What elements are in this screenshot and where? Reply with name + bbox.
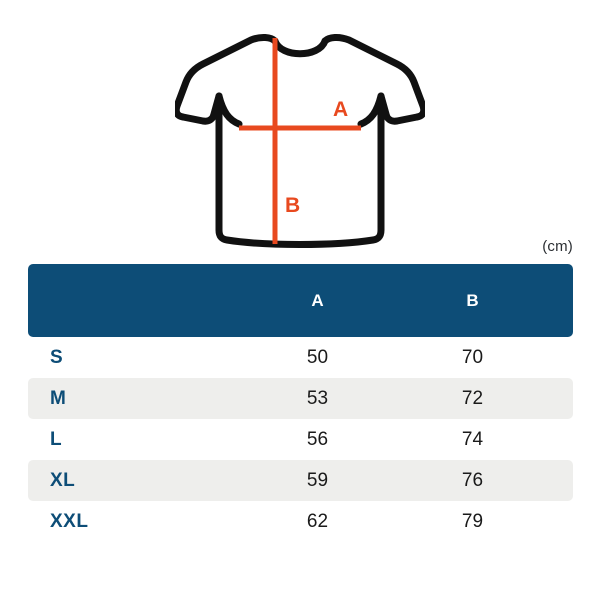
cell-b: 74 <box>461 428 484 450</box>
cell-a: 56 <box>306 428 329 450</box>
cell-size: XL <box>50 469 76 491</box>
cell-size: L <box>50 428 63 450</box>
table-row: M 53 72 <box>28 378 573 419</box>
cell-a: 59 <box>306 469 329 491</box>
table-row: XXL 62 79 <box>28 501 573 542</box>
header-cell-a: A <box>311 290 324 310</box>
cell-a: 62 <box>306 510 329 532</box>
cell-a: 53 <box>306 387 329 409</box>
cell-b: 79 <box>461 510 484 532</box>
marker-label-b: B <box>285 194 300 217</box>
unit-label: (cm) <box>542 238 573 255</box>
header-cell-b: B <box>466 290 479 310</box>
t-shirt-outline <box>175 34 425 248</box>
marker-label-a: A <box>333 98 348 121</box>
table-header-row: A B <box>28 264 573 337</box>
cell-size: S <box>50 346 64 368</box>
table-row: S 50 70 <box>28 337 573 378</box>
measure-lines <box>239 38 361 244</box>
cell-b: 70 <box>461 346 484 368</box>
t-shirt-diagram: A B <box>175 34 425 248</box>
size-chart-table: A B S 50 70 M 53 72 L 56 74 XL 59 76 XXL… <box>28 264 573 542</box>
cell-size: M <box>50 387 67 409</box>
cell-b: 72 <box>461 387 484 409</box>
table-row: L 56 74 <box>28 419 573 460</box>
illustration-area: A B <box>0 0 600 258</box>
table-row: XL 59 76 <box>28 460 573 501</box>
cell-b: 76 <box>461 469 484 491</box>
cell-a: 50 <box>306 346 329 368</box>
cell-size: XXL <box>50 510 89 532</box>
